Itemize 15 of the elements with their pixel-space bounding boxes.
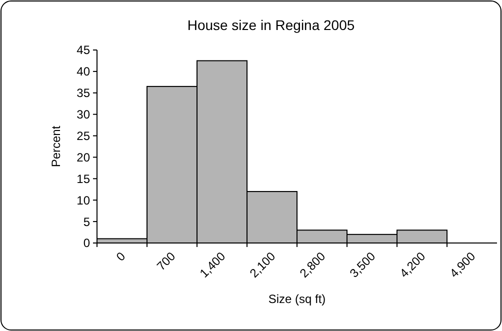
x-tick-label: 0 bbox=[113, 249, 128, 264]
y-tick-label: 20 bbox=[76, 150, 90, 164]
x-axis-title: Size (sq ft) bbox=[268, 292, 326, 306]
y-tick-label: 15 bbox=[76, 172, 90, 186]
y-tick-label: 35 bbox=[76, 86, 90, 100]
y-tick-label: 40 bbox=[76, 64, 90, 79]
y-axis-title: Percent bbox=[49, 125, 63, 168]
y-tick-label: 5 bbox=[83, 214, 90, 229]
chart-title: House size in Regina 2005 bbox=[187, 17, 355, 33]
y-tick-label: 25 bbox=[76, 128, 90, 143]
y-tick-label: 0 bbox=[83, 236, 90, 250]
y-tick-label: 30 bbox=[76, 108, 90, 122]
x-tick-label: 700 bbox=[154, 249, 178, 274]
y-tick-label: 10 bbox=[76, 193, 90, 208]
y-tick-label: 45 bbox=[76, 43, 90, 58]
